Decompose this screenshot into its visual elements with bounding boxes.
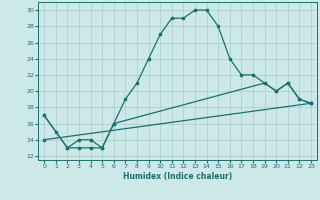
- X-axis label: Humidex (Indice chaleur): Humidex (Indice chaleur): [123, 172, 232, 181]
